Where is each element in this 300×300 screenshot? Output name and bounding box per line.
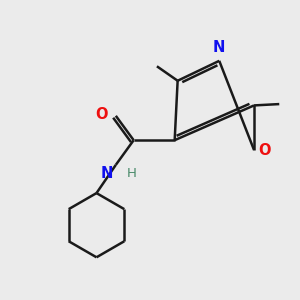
Text: O: O — [259, 142, 271, 158]
Text: O: O — [95, 107, 107, 122]
Text: N: N — [101, 166, 113, 181]
Text: H: H — [127, 167, 137, 180]
Text: N: N — [213, 40, 225, 56]
